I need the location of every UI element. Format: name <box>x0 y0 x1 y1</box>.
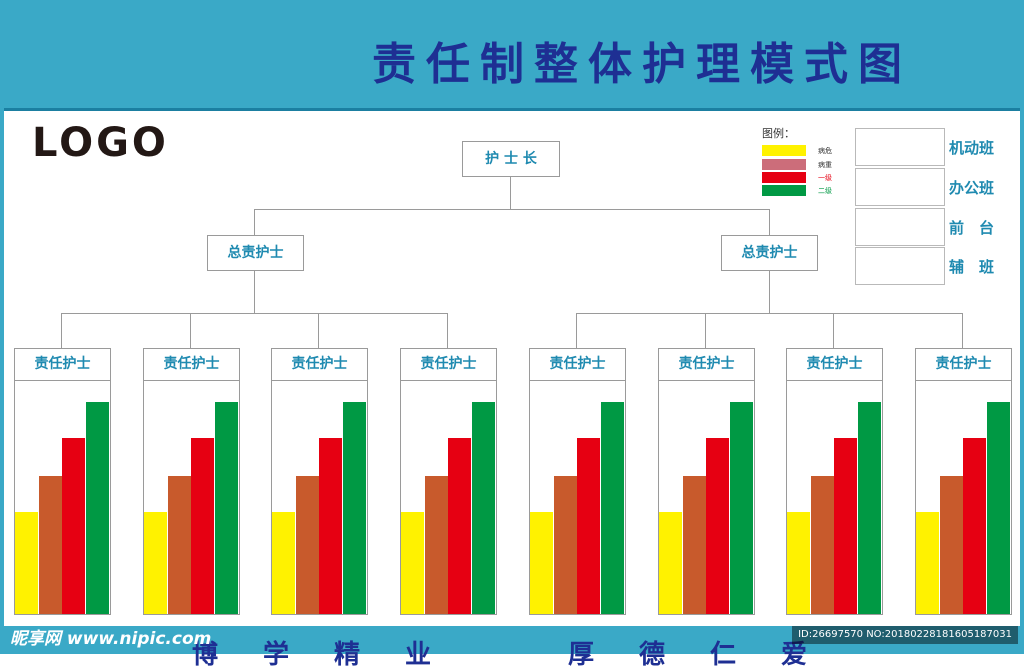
nurse-card: 责任护士 <box>658 348 755 615</box>
bar-serious <box>167 476 191 614</box>
nurse-card: 责任护士 <box>786 348 883 615</box>
shift-box-assist <box>855 247 945 285</box>
bar-critical <box>659 512 682 614</box>
logo: LOGO <box>32 120 169 166</box>
bar-level1 <box>577 438 600 614</box>
head-nurse-node: 护 士 长 <box>462 141 560 177</box>
bar-critical <box>401 512 424 614</box>
bar-critical <box>15 512 38 614</box>
legend-swatch-level1 <box>762 172 806 183</box>
bar-level1 <box>963 438 986 614</box>
legend-label-critical: 病危 <box>818 147 832 155</box>
bar-critical <box>272 512 295 614</box>
footer-band <box>0 626 1024 654</box>
nurse-card-title: 责任护士 <box>530 349 625 381</box>
connector-line <box>769 270 770 313</box>
bar-critical <box>787 512 810 614</box>
connector-line <box>705 313 706 348</box>
nurse-card: 责任护士 <box>271 348 368 615</box>
senior-nurse-node-left: 总责护士 <box>207 235 304 271</box>
connector-line <box>576 313 963 314</box>
connector-line <box>190 313 191 348</box>
legend-label-level2: 二级 <box>818 187 832 195</box>
nurse-card: 责任护士 <box>915 348 1012 615</box>
connector-line <box>254 270 255 313</box>
bar-level2 <box>986 402 1010 614</box>
bar-serious <box>38 476 62 614</box>
nurse-card-title: 责任护士 <box>916 349 1011 381</box>
bar-level2 <box>342 402 366 614</box>
connector-line <box>254 209 255 235</box>
bar-critical <box>530 512 553 614</box>
bar-serious <box>295 476 319 614</box>
bar-level2 <box>857 402 881 614</box>
legend-swatch-level2 <box>762 185 806 196</box>
nurse-card: 责任护士 <box>143 348 240 615</box>
bar-level1 <box>448 438 471 614</box>
nurse-card: 责任护士 <box>529 348 626 615</box>
legend-label-level1: 一级 <box>818 174 832 182</box>
watermark-left: 昵享网 www.nipic.com <box>10 629 212 649</box>
nurse-card: 责任护士 <box>14 348 111 615</box>
connector-line <box>833 313 834 348</box>
motto-left: 博学精业 <box>192 640 477 670</box>
nurse-card-title: 责任护士 <box>272 349 367 381</box>
senior-nurse-node-right: 总责护士 <box>721 235 818 271</box>
shift-box-front-desk <box>855 208 945 246</box>
bar-level1 <box>834 438 857 614</box>
bar-level1 <box>62 438 85 614</box>
connector-line <box>962 313 963 348</box>
connector-line <box>61 313 447 314</box>
connector-line <box>61 313 62 348</box>
bar-level1 <box>706 438 729 614</box>
bar-level2 <box>600 402 624 614</box>
shift-label-assist: 辅 班 <box>949 258 995 276</box>
nurse-card-title: 责任护士 <box>787 349 882 381</box>
shift-box-office <box>855 168 945 206</box>
legend-label-serious: 病重 <box>818 161 832 169</box>
bar-level1 <box>191 438 214 614</box>
bar-critical <box>916 512 939 614</box>
legend-title: 图例： <box>762 127 795 140</box>
connector-line <box>510 176 511 209</box>
connector-line <box>576 313 577 348</box>
page-title: 责任制整体护理模式图 <box>372 39 912 90</box>
bar-serious <box>939 476 963 614</box>
bar-level2 <box>471 402 495 614</box>
connector-line <box>769 209 770 235</box>
bar-serious <box>810 476 834 614</box>
nurse-card-title: 责任护士 <box>15 349 110 381</box>
connector-line <box>254 209 770 210</box>
bar-level2 <box>729 402 753 614</box>
bar-level2 <box>85 402 109 614</box>
bar-level2 <box>214 402 238 614</box>
bar-level1 <box>319 438 342 614</box>
shift-label-office: 办公班 <box>949 179 995 197</box>
shift-box-mobile <box>855 128 945 166</box>
bar-serious <box>553 476 577 614</box>
nurse-card-title: 责任护士 <box>144 349 239 381</box>
nurse-card-title: 责任护士 <box>401 349 496 381</box>
connector-line <box>318 313 319 348</box>
shift-label-front-desk: 前 台 <box>949 219 995 237</box>
legend-swatch-critical <box>762 145 806 156</box>
bar-serious <box>424 476 448 614</box>
connector-line <box>447 313 448 348</box>
watermark-right: ID:26697570 NO:20180228181605187031 <box>792 626 1018 644</box>
nurse-card: 责任护士 <box>400 348 497 615</box>
shift-label-mobile: 机动班 <box>949 139 995 157</box>
bar-critical <box>144 512 167 614</box>
bar-serious <box>682 476 706 614</box>
legend-swatch-serious <box>762 159 806 170</box>
nurse-card-title: 责任护士 <box>659 349 754 381</box>
